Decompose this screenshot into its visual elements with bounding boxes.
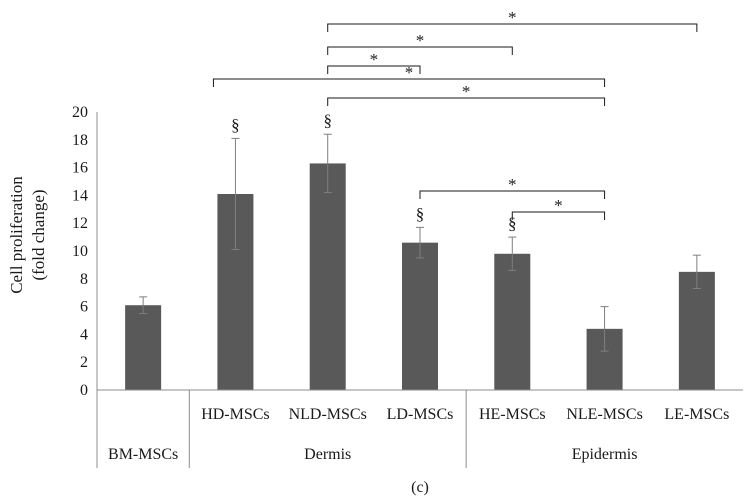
group-label: BM-MSCs xyxy=(108,446,178,463)
group-label: Dermis xyxy=(304,446,351,463)
x-tick-label: HE-MSCs xyxy=(479,406,546,423)
significance-mark: § xyxy=(508,214,517,233)
y-axis-title: Cell proliferation (fold change) xyxy=(7,176,48,294)
comparison-bracket: * xyxy=(327,31,513,55)
bracket-asterisk: * xyxy=(508,175,517,194)
y-axis: 0 2 4 6 8 10 12 14 16 18 20 xyxy=(72,104,98,399)
x-tick-label: LD-MSCs xyxy=(387,406,454,423)
y-tick-label: 20 xyxy=(72,104,88,121)
y-axis-title-line-2: (fold change) xyxy=(29,189,48,280)
bracket-asterisk: * xyxy=(508,8,517,27)
significance-marks: § § § § xyxy=(231,111,516,233)
bracket-line xyxy=(419,190,606,199)
bracket-line xyxy=(327,46,513,55)
panel-label: (c) xyxy=(411,479,429,496)
y-tick-label: 18 xyxy=(72,132,88,149)
bar-le-mscs xyxy=(678,271,715,390)
significance-mark: § xyxy=(323,111,332,130)
bracket-line xyxy=(212,78,606,87)
bracket-line xyxy=(327,97,606,106)
comparison-bracket: * xyxy=(327,8,698,32)
x-axis-table: HD-MSCs NLD-MSCs LD-MSCs HE-MSCs NLE-MSCs LE-… xyxy=(96,389,743,468)
y-tick-label: 2 xyxy=(80,354,88,371)
y-tick-label: 0 xyxy=(80,382,88,399)
bracket-line xyxy=(327,23,698,32)
error-bar xyxy=(416,226,424,259)
bracket-asterisk: * xyxy=(370,50,379,69)
y-tick-label: 14 xyxy=(72,187,88,204)
significance-mark: § xyxy=(416,204,425,223)
group-label: Epidermis xyxy=(572,446,638,463)
comparison-brackets: ******* xyxy=(212,8,698,220)
bracket-line xyxy=(327,65,421,74)
error-bar xyxy=(508,236,517,271)
x-tick-label: LE-MSCs xyxy=(664,406,729,423)
bar-bm-mscs xyxy=(125,305,162,390)
x-tick-label: NLE-MSCs xyxy=(566,406,642,423)
error-bar xyxy=(231,137,240,251)
error-bar xyxy=(692,254,701,290)
y-tick-label: 4 xyxy=(80,326,88,343)
bar-he-mscs xyxy=(494,253,531,390)
comparison-bracket: * xyxy=(511,196,606,220)
x-tick-label: HD-MSCs xyxy=(201,406,269,423)
y-axis-title-line-1: Cell proliferation xyxy=(7,176,26,294)
error-bar xyxy=(139,296,148,315)
bracket-asterisk: * xyxy=(462,82,471,101)
x-tick-label: NLD-MSCs xyxy=(289,406,367,423)
y-tick-label: 10 xyxy=(72,243,88,260)
error-bar xyxy=(323,133,332,194)
y-tick-label: 6 xyxy=(80,299,88,316)
error-bars xyxy=(139,133,701,352)
comparison-bracket: * xyxy=(419,175,606,199)
bracket-asterisk: * xyxy=(405,63,414,82)
comparison-bracket: * xyxy=(212,63,606,87)
bracket-asterisk: * xyxy=(416,31,425,50)
comparison-bracket: * xyxy=(327,82,606,106)
significance-mark: § xyxy=(231,115,240,134)
y-tick-label: 8 xyxy=(80,271,88,288)
bar-nld-mscs xyxy=(309,163,346,390)
y-tick-label: 16 xyxy=(72,160,88,177)
error-bar xyxy=(600,306,609,352)
comparison-bracket: * xyxy=(327,50,421,74)
bracket-asterisk: * xyxy=(554,196,563,215)
bracket-line xyxy=(511,211,606,220)
y-tick-label: 12 xyxy=(72,215,88,232)
bar-ld-mscs xyxy=(402,242,438,390)
